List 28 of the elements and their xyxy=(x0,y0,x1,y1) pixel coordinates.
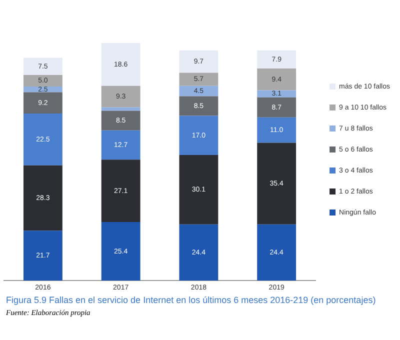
bar xyxy=(23,113,62,166)
bar xyxy=(179,96,218,116)
bar xyxy=(101,160,140,222)
bar xyxy=(257,142,296,224)
bar xyxy=(23,86,62,92)
bar xyxy=(23,92,62,114)
bar xyxy=(101,130,140,160)
bar xyxy=(179,116,218,155)
bar xyxy=(101,42,140,86)
bar xyxy=(179,154,218,224)
bar xyxy=(23,165,62,231)
bar xyxy=(23,58,62,75)
bar xyxy=(257,97,296,118)
bar xyxy=(257,224,296,281)
bar xyxy=(257,68,296,90)
text: Figura 5.9 Fallas en el servicio de Internet en los últimos 6 meses 2016-219 (en porcentajes) xyxy=(6,295,377,305)
bar xyxy=(257,50,296,69)
bar xyxy=(179,50,218,73)
bar xyxy=(101,86,140,108)
bar xyxy=(101,110,140,130)
bar xyxy=(23,74,62,87)
bar xyxy=(257,117,296,143)
bar xyxy=(23,230,62,281)
bar xyxy=(179,224,218,281)
bar xyxy=(179,86,218,96)
bar xyxy=(179,72,218,86)
bar xyxy=(257,90,296,98)
bar xyxy=(101,222,140,281)
